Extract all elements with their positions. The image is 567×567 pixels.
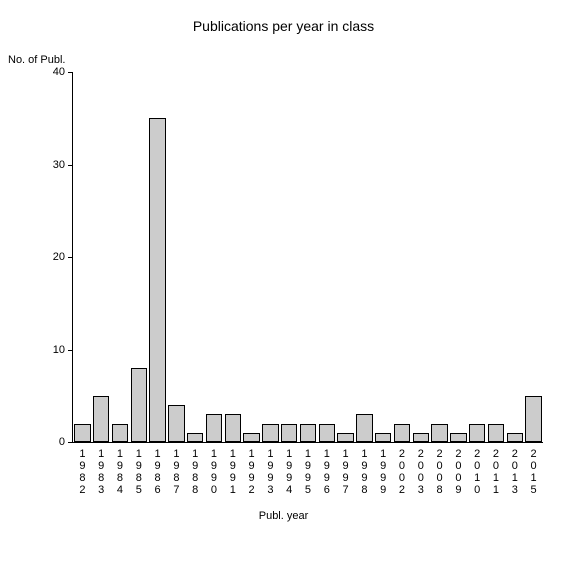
ytick-label: 0 (59, 436, 73, 448)
bar (74, 424, 91, 443)
xtick-label: 2002 (393, 442, 412, 496)
ytick-label: 20 (53, 251, 73, 263)
xtick-label: 1994 (280, 442, 299, 496)
xtick-label: 1985 (129, 442, 148, 496)
xtick-label: 1993 (261, 442, 280, 496)
xtick-label: 2008 (430, 442, 449, 496)
ytick-label: 10 (53, 344, 73, 356)
bar (319, 424, 336, 443)
bar (507, 433, 524, 442)
xtick-label: 1991 (223, 442, 242, 496)
bar (375, 433, 392, 442)
bar (431, 424, 448, 443)
xtick-label: 1998 (355, 442, 374, 496)
bar (131, 368, 148, 442)
plot-area: 0102030401982198319841985198619871988199… (72, 72, 543, 443)
bar (469, 424, 486, 443)
xtick-label: 1982 (73, 442, 92, 496)
bar (243, 433, 260, 442)
bar (525, 396, 542, 442)
bar (206, 414, 223, 442)
xtick-label: 1988 (186, 442, 205, 496)
bar (168, 405, 185, 442)
bar (149, 118, 166, 442)
xtick-label: 2009 (449, 442, 468, 496)
bar (262, 424, 279, 443)
xtick-label: 1986 (148, 442, 167, 496)
bar (450, 433, 467, 442)
xtick-label: 1992 (242, 442, 261, 496)
x-axis-label: Publ. year (0, 510, 567, 522)
ytick-label: 30 (53, 159, 73, 171)
bar (356, 414, 373, 442)
bar (300, 424, 317, 443)
bar (187, 433, 204, 442)
xtick-label: 2015 (524, 442, 543, 496)
xtick-label: 1999 (374, 442, 393, 496)
xtick-label: 2013 (505, 442, 524, 496)
bar (488, 424, 505, 443)
xtick-label: 1995 (299, 442, 318, 496)
xtick-label: 2003 (411, 442, 430, 496)
bar (93, 396, 110, 442)
xtick-label: 1990 (205, 442, 224, 496)
publications-chart: Publications per year in class No. of Pu… (0, 0, 567, 567)
xtick-label: 1987 (167, 442, 186, 496)
xtick-label: 1996 (317, 442, 336, 496)
xtick-label: 2011 (487, 442, 506, 496)
bar (337, 433, 354, 442)
ytick-label: 40 (53, 66, 73, 78)
y-axis-label: No. of Publ. (8, 54, 65, 66)
bar (413, 433, 430, 442)
bar (112, 424, 129, 443)
xtick-label: 1997 (336, 442, 355, 496)
bar (281, 424, 298, 443)
bar (225, 414, 242, 442)
bar (394, 424, 411, 443)
xtick-label: 1983 (92, 442, 111, 496)
xtick-label: 2010 (468, 442, 487, 496)
xtick-label: 1984 (111, 442, 130, 496)
chart-title: Publications per year in class (0, 18, 567, 34)
